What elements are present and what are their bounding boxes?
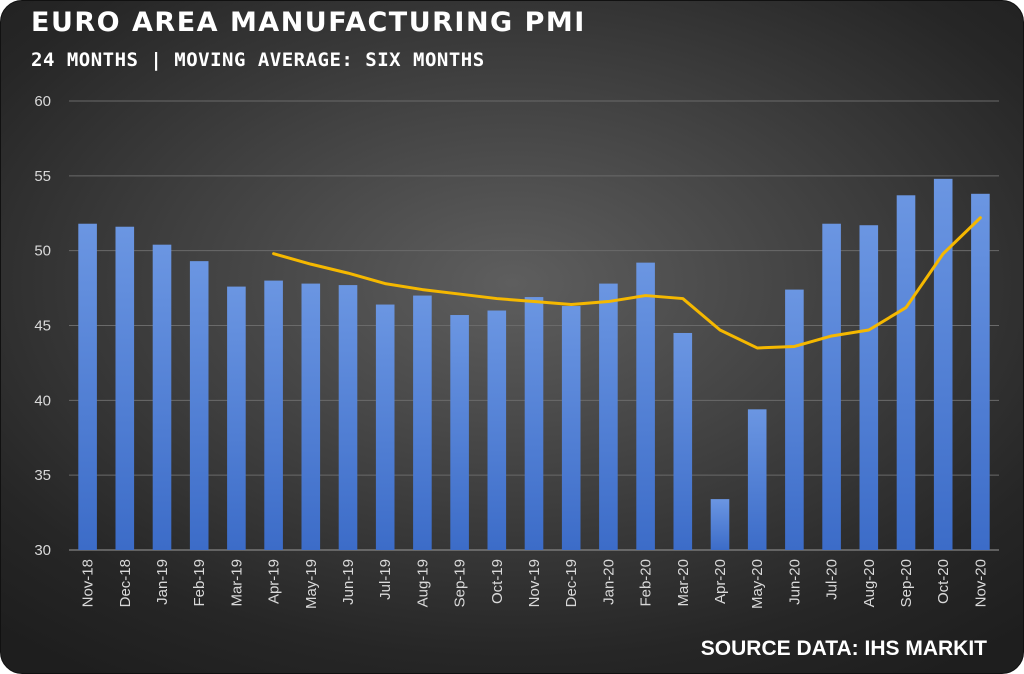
bar-mar-20 [673,332,693,550]
moving-average-line [272,216,982,350]
x-tick-label: Oct-19 [489,559,506,604]
bar-feb-19 [189,261,209,550]
x-tick-label: Jun-19 [340,559,357,605]
x-tick-label: Mar-19 [228,559,245,607]
chart-title: EURO AREA MANUFACTURING PMI [31,7,586,38]
bar-jan-19 [152,244,172,550]
y-tick-label: 60 [34,93,51,110]
x-tick-label: Dec-18 [117,559,134,607]
bar-nov-20 [971,193,990,550]
bar-feb-20 [636,262,655,550]
bar-jul-19 [375,304,395,550]
bar-mar-19 [227,286,246,550]
x-tick-label: Nov-20 [972,559,989,607]
bar-sep-19 [450,315,469,550]
x-tick-label: Nov-18 [80,559,97,607]
x-tick-label: May-20 [749,559,766,609]
bar-nov-19 [524,297,544,550]
x-tick-label: Jan-20 [600,559,617,605]
y-tick-label: 30 [34,542,51,559]
bar-oct-19 [487,310,507,550]
bar-jun-20 [785,289,804,550]
bar-sep-20 [896,195,916,551]
bar-apr-20 [710,499,730,550]
y-tick-label: 45 [34,318,51,335]
bar-aug-20 [859,225,879,550]
pmi-bars [78,178,990,551]
bar-apr-19 [264,280,283,550]
y-tick-label: 35 [34,467,51,484]
bar-nov-18 [78,223,97,550]
x-tick-label: Aug-19 [414,559,431,607]
x-tick-label: Mar-20 [675,559,692,607]
y-tick-label: 55 [34,168,51,185]
x-axis-ticks: Nov-18 Dec-18 Jan-19 Feb-19 Mar-19 Apr-19 May-… [80,559,990,609]
x-tick-label: Jul-20 [824,559,841,600]
bar-jul-20 [822,223,841,550]
x-tick-label: Jun-20 [786,559,803,605]
x-tick-label: Sep-20 [898,559,915,607]
x-tick-label: Oct-20 [935,559,952,604]
x-tick-label: May-19 [303,559,320,609]
x-tick-label: Nov-19 [526,559,543,607]
x-tick-label: Jan-19 [154,559,171,605]
x-tick-label: Sep-19 [452,559,469,607]
y-tick-label: 50 [34,243,51,260]
x-tick-label: Feb-19 [191,559,208,607]
bar-jun-19 [338,285,358,550]
x-tick-label: Feb-20 [638,559,655,607]
moving-average-series-line [272,216,982,350]
x-tick-label: Aug-20 [861,559,878,607]
bar-dec-19 [561,306,581,550]
x-tick-label: Apr-20 [712,559,729,604]
bar-oct-20 [933,178,953,550]
x-tick-label: Jul-19 [377,559,394,600]
chart-subtitle: 24 MONTHS | MOVING AVERAGE: SIX MONTHS [31,49,485,71]
bar-may-19 [301,283,321,550]
bar-aug-19 [413,295,432,550]
source-note: SOURCE DATA: IHS MARKIT [700,637,987,660]
bar-dec-18 [115,226,135,550]
y-tick-label: 40 [34,392,51,409]
y-axis-ticks: 30 35 40 45 50 55 60 [34,93,51,559]
bar-jan-20 [599,283,618,550]
x-tick-label: Dec-19 [563,559,580,607]
bar-may-20 [747,409,767,550]
x-tick-label: Apr-19 [266,559,283,604]
